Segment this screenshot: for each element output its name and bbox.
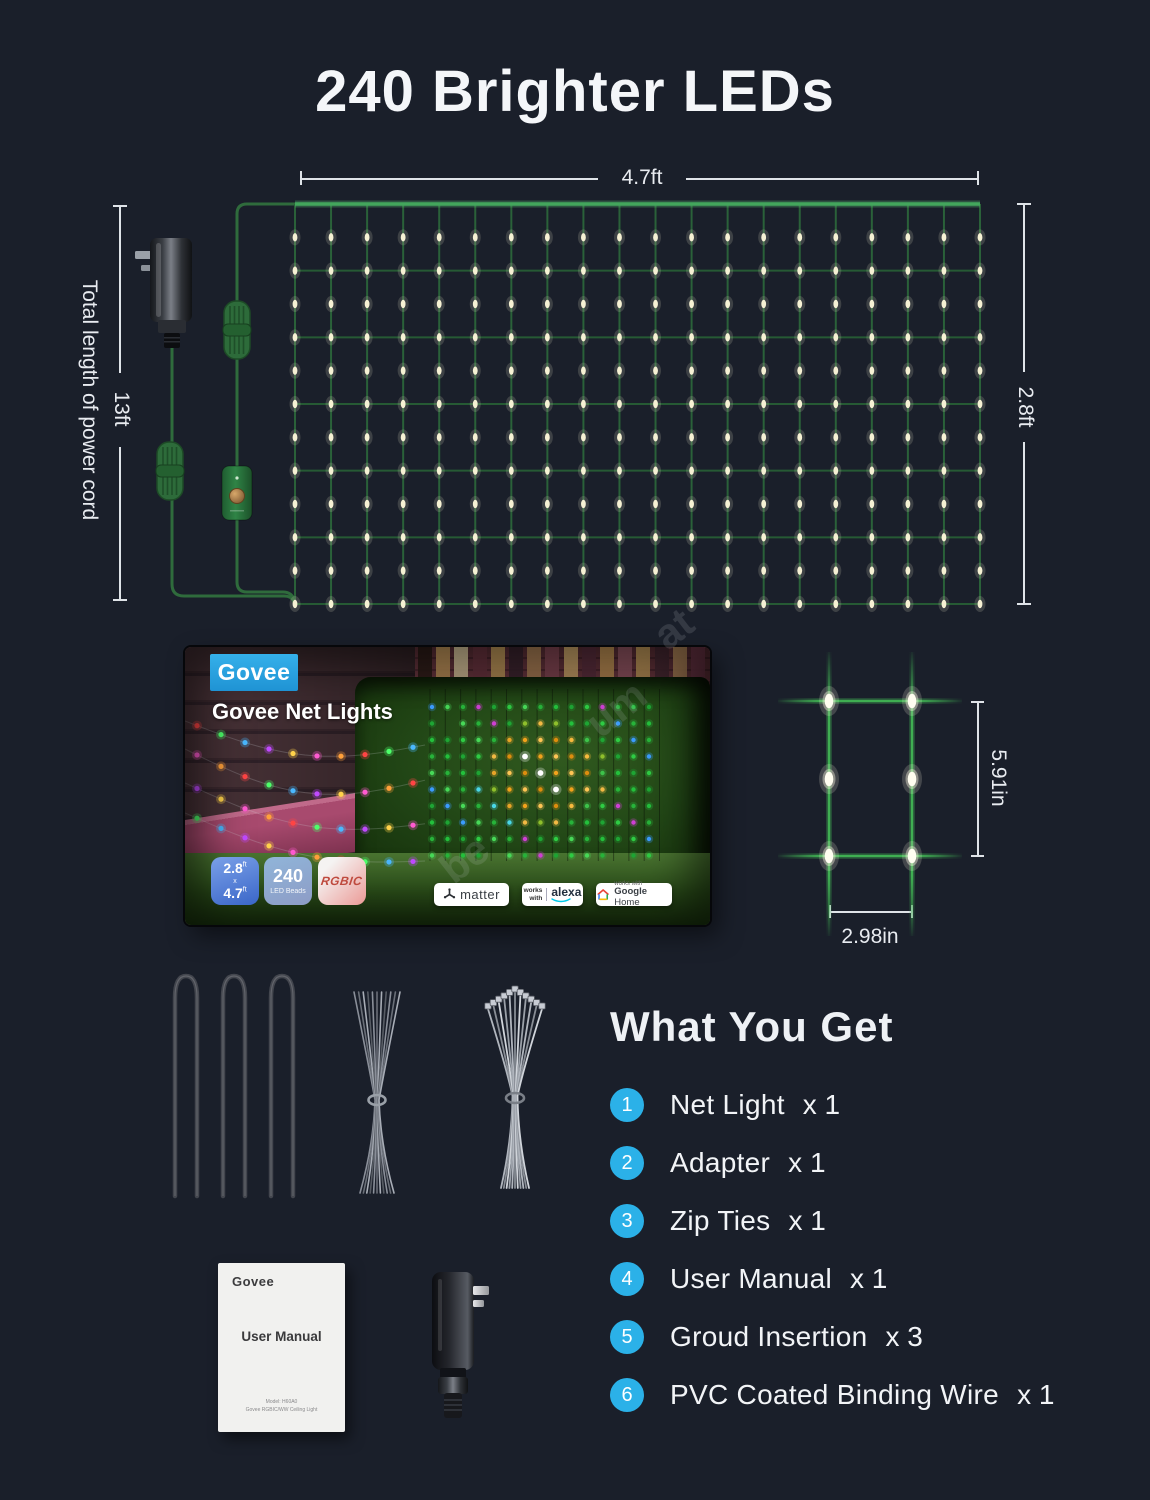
net-lights-art xyxy=(427,689,660,861)
binding-wire-bundle xyxy=(353,991,401,1194)
box-product-name: Govee Net Lights xyxy=(212,699,393,724)
with-text: with xyxy=(529,894,543,902)
gh-rest: Home xyxy=(614,896,640,908)
item-label: User Manual xyxy=(670,1263,833,1294)
rgbic-badge: RGBIC xyxy=(318,857,366,905)
power-cord xyxy=(170,202,297,604)
item-number-badge: 6 xyxy=(610,1378,644,1412)
dim-cap xyxy=(977,171,979,185)
dim-line-right-1 xyxy=(1023,203,1025,372)
dim-line-left-2 xyxy=(119,447,121,600)
item-number-badge: 5 xyxy=(610,1320,644,1354)
product-box: Govee Govee Net Lights 2.8ft x 4.7ft 240… xyxy=(185,647,710,925)
what-you-get-heading: What You Get xyxy=(610,1003,894,1050)
size-unit-2: ft xyxy=(242,886,247,894)
size-badge: 2.8ft x 4.7ft xyxy=(211,857,259,905)
pill-divider xyxy=(546,888,548,901)
size-x: x xyxy=(233,877,237,885)
dim-line-cell-h xyxy=(829,911,913,913)
size-unit-1: ft xyxy=(242,861,247,869)
item-qty: x 1 xyxy=(788,1205,826,1236)
dim-cap xyxy=(113,205,127,207)
item-number-badge: 1 xyxy=(610,1088,644,1122)
dim-line-right-2 xyxy=(1023,442,1025,604)
item-qty: x 3 xyxy=(885,1321,923,1352)
rgbic-logo: RGBIC xyxy=(320,874,364,888)
dim-cap xyxy=(971,701,984,703)
manual-product-line: Govee RGBIC/WW Ceiling Light xyxy=(245,1406,318,1413)
alexa-pill: works with alexa xyxy=(522,883,583,906)
cord-coil xyxy=(155,300,252,501)
item-label: Zip Ties xyxy=(670,1205,771,1236)
item-label: Groud Insertion xyxy=(670,1321,868,1352)
controller-box xyxy=(221,465,253,521)
page-title: 240 Brighter LEDs xyxy=(315,59,835,124)
beads-label: LED Beads xyxy=(270,888,306,895)
dim-cap xyxy=(1017,203,1031,205)
dim-cap xyxy=(113,599,127,601)
size-value-1: 2.8 xyxy=(223,859,243,876)
dim-cap xyxy=(971,855,984,857)
dim-cap xyxy=(300,171,302,185)
string-lights-art xyxy=(185,720,426,867)
led-beads-badge: 240 LED Beads xyxy=(264,857,312,905)
govee-logo: Govee xyxy=(210,654,298,691)
manual-brand: Govee xyxy=(232,1274,275,1289)
item-number-badge: 2 xyxy=(610,1146,644,1180)
item-label: Net Light xyxy=(670,1089,785,1120)
adapter-item xyxy=(432,1272,489,1418)
net-light-grid xyxy=(289,200,986,612)
matter-pill: matter xyxy=(434,883,509,906)
matter-icon xyxy=(443,888,456,899)
matter-label: matter xyxy=(460,887,500,902)
gh-prefix: works with xyxy=(614,880,643,887)
item-qty: x 1 xyxy=(802,1089,841,1120)
item-label: Adapter xyxy=(670,1147,771,1178)
gh-brand: Google xyxy=(614,886,647,898)
dim-line-top-left xyxy=(300,178,598,180)
list-item: 5 Groud Insertion x 3 xyxy=(610,1320,1054,1354)
list-item: 1 Net Light x 1 xyxy=(610,1088,1054,1122)
dim-label-cell-width: 2.98in xyxy=(841,925,899,948)
dim-cap xyxy=(1017,603,1031,605)
item-number-badge: 3 xyxy=(610,1204,644,1238)
list-item: 6 PVC Coated Binding Wire x 1 xyxy=(610,1378,1054,1412)
dim-line-top-right xyxy=(686,178,978,180)
user-manual-card: Govee User Manual Model: H60A0 Govee RGB… xyxy=(218,1263,345,1432)
led-spacing-detail xyxy=(778,652,962,936)
dim-line-left-1 xyxy=(119,205,121,373)
item-qty: x 1 xyxy=(850,1263,888,1294)
govee-logo-text: Govee xyxy=(217,659,291,685)
list-item: 3 Zip Ties x 1 xyxy=(610,1204,1054,1238)
dim-line-cell-v xyxy=(977,701,979,856)
ground-insertion-stakes xyxy=(172,973,296,1199)
google-home-icon xyxy=(597,889,609,901)
item-label: PVC Coated Binding Wire xyxy=(670,1379,1000,1410)
item-qty: x 1 xyxy=(788,1147,826,1178)
list-item: 2 Adapter x 1 xyxy=(610,1146,1054,1180)
zip-ties-bundle xyxy=(484,985,546,1189)
manual-fine-print: Model: H60A0 Govee RGBIC/WW Ceiling Ligh… xyxy=(218,1399,345,1414)
google-home-pill: works with Google Home xyxy=(596,880,672,908)
what-you-get-list: 1 Net Light x 1 2 Adapter x 1 3 Zip Ties… xyxy=(610,1088,1054,1412)
alexa-smile-icon xyxy=(551,898,572,903)
alexa-label: alexa xyxy=(551,885,582,899)
manual-model-line: Model: H60A0 xyxy=(265,1399,298,1405)
works-text: works xyxy=(523,887,543,895)
dim-label-width: 4.7ft xyxy=(621,166,663,189)
item-qty: x 1 xyxy=(1017,1379,1055,1410)
item-number-badge: 4 xyxy=(610,1262,644,1296)
size-value-2: 4.7 xyxy=(223,884,243,901)
power-adapter xyxy=(135,238,192,348)
beads-count: 240 xyxy=(272,866,304,886)
list-item: 4 User Manual x 1 xyxy=(610,1262,1054,1296)
manual-title: User Manual xyxy=(241,1329,322,1344)
